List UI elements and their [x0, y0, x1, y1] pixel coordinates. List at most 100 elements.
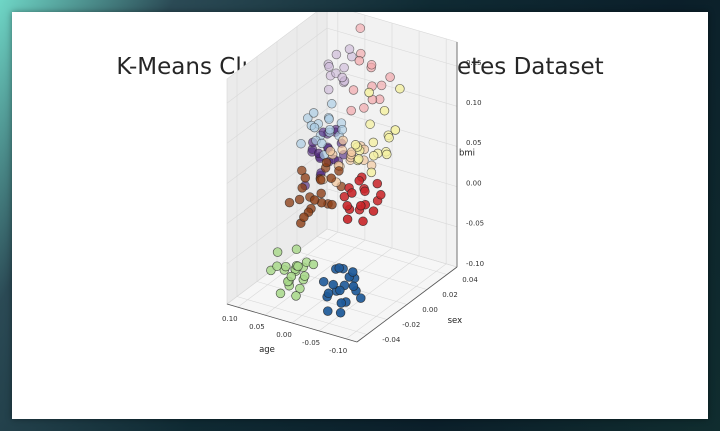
data-point-cluster-10	[376, 80, 387, 91]
data-point-cluster-3	[395, 83, 405, 94]
data-point-cluster-4	[294, 194, 305, 205]
data-point-cluster-1	[348, 267, 358, 277]
data-point-cluster-3	[365, 119, 375, 129]
data-point-cluster-2	[360, 186, 370, 197]
data-point-cluster-3	[368, 151, 379, 161]
data-point-cluster-3	[366, 167, 377, 178]
data-point-cluster-2	[339, 191, 350, 202]
gridline	[316, 236, 448, 275]
data-point-cluster-10	[348, 85, 359, 95]
y-tick-label: 0.00	[422, 306, 438, 314]
data-point-cluster-9	[323, 84, 334, 95]
data-point-cluster-3	[384, 133, 394, 143]
z-tick-label: -0.05	[466, 220, 484, 228]
data-point-cluster-5	[272, 247, 283, 257]
x-axis-label: age	[259, 345, 275, 355]
data-point-cluster-7	[296, 138, 306, 149]
gridline	[226, 68, 328, 144]
x-axis-line	[226, 303, 358, 343]
x-tick-label: 0.05	[249, 323, 265, 331]
gridline	[326, 228, 458, 268]
y-tick-label: 0.02	[442, 291, 458, 299]
data-point-cluster-4	[321, 157, 332, 168]
data-point-cluster-3	[364, 87, 374, 98]
data-point-cluster-7	[327, 99, 337, 109]
data-point-cluster-7	[309, 122, 320, 133]
data-point-cluster-5	[291, 291, 301, 301]
data-point-cluster-10	[354, 56, 365, 66]
data-point-cluster-5	[308, 259, 319, 270]
data-point-cluster-6	[337, 145, 347, 155]
data-point-cluster-1	[348, 281, 359, 292]
data-point-cluster-9	[344, 44, 355, 54]
data-point-cluster-10	[366, 60, 377, 70]
y-axis-label: sex	[448, 316, 463, 326]
gridline	[226, 148, 328, 224]
data-point-cluster-9	[337, 72, 347, 83]
data-point-cluster-7	[337, 124, 347, 135]
data-point-cluster-2	[358, 216, 368, 227]
gridline	[296, 251, 428, 290]
x-tick-label: 0.00	[276, 331, 292, 339]
data-point-cluster-3	[382, 149, 392, 160]
data-point-cluster-4	[316, 175, 326, 185]
x-tick-label: 0.10	[222, 315, 238, 323]
data-point-cluster-6	[325, 146, 336, 156]
data-point-cluster-6	[338, 135, 348, 146]
data-point-cluster-10	[346, 105, 356, 116]
data-point-cluster-4	[309, 195, 320, 205]
z-axis-label: bmi	[459, 149, 475, 159]
data-point-cluster-4	[327, 199, 337, 210]
data-point-cluster-1	[318, 276, 329, 287]
y-tick-label: 0.04	[462, 276, 478, 284]
data-point-cluster-2	[342, 201, 352, 211]
data-point-cluster-2	[368, 206, 379, 216]
data-point-cluster-3	[350, 140, 361, 150]
data-point-cluster-3	[368, 137, 379, 148]
data-point-cluster-7	[317, 138, 327, 149]
data-point-cluster-2	[342, 214, 353, 224]
data-point-cluster-9	[331, 49, 342, 60]
x-tick-label: -0.10	[329, 347, 347, 355]
data-point-cluster-5	[291, 244, 302, 255]
data-point-cluster-10	[385, 72, 395, 82]
data-point-cluster-5	[286, 271, 297, 282]
gridline	[236, 296, 368, 335]
data-point-cluster-7	[308, 108, 319, 118]
data-point-cluster-4	[316, 188, 326, 199]
data-point-cluster-1	[323, 306, 333, 316]
data-point-cluster-4	[297, 183, 307, 193]
z-tick-label: 0.00	[466, 179, 482, 187]
data-point-cluster-1	[335, 285, 345, 296]
z-tick-label: 0.15	[466, 59, 482, 67]
data-point-cluster-2	[354, 175, 364, 186]
data-point-cluster-5	[295, 283, 305, 294]
data-point-cluster-5	[293, 261, 303, 272]
data-point-cluster-5	[299, 271, 310, 281]
data-point-cluster-3	[353, 154, 364, 164]
z-tick-label: 0.10	[466, 99, 482, 107]
data-point-cluster-2	[347, 188, 357, 198]
data-point-cluster-9	[324, 62, 334, 72]
gridline	[226, 27, 328, 104]
data-point-cluster-1	[356, 293, 366, 303]
data-point-cluster-7	[325, 124, 335, 135]
data-point-cluster-2	[376, 190, 386, 200]
data-point-cluster-4	[334, 166, 344, 176]
data-point-cluster-1	[336, 298, 347, 308]
data-point-cluster-4	[326, 173, 337, 183]
data-point-cluster-4	[299, 212, 309, 222]
data-point-cluster-1	[323, 288, 334, 299]
data-point-cluster-1	[334, 263, 344, 273]
data-point-cluster-10	[355, 23, 366, 33]
data-point-cluster-3	[379, 105, 390, 116]
slide: K-Means Clusters for the Diabetes Datase…	[12, 12, 708, 419]
y-tick-label: -0.04	[382, 336, 401, 344]
data-point-cluster-4	[284, 197, 295, 208]
data-point-cluster-9	[339, 62, 349, 73]
data-point-cluster-4	[300, 173, 311, 183]
y-axis-line	[356, 266, 458, 343]
z-tick-label: 0.05	[466, 139, 482, 147]
x-tick-label: -0.05	[302, 339, 320, 347]
gridline	[326, 67, 458, 107]
